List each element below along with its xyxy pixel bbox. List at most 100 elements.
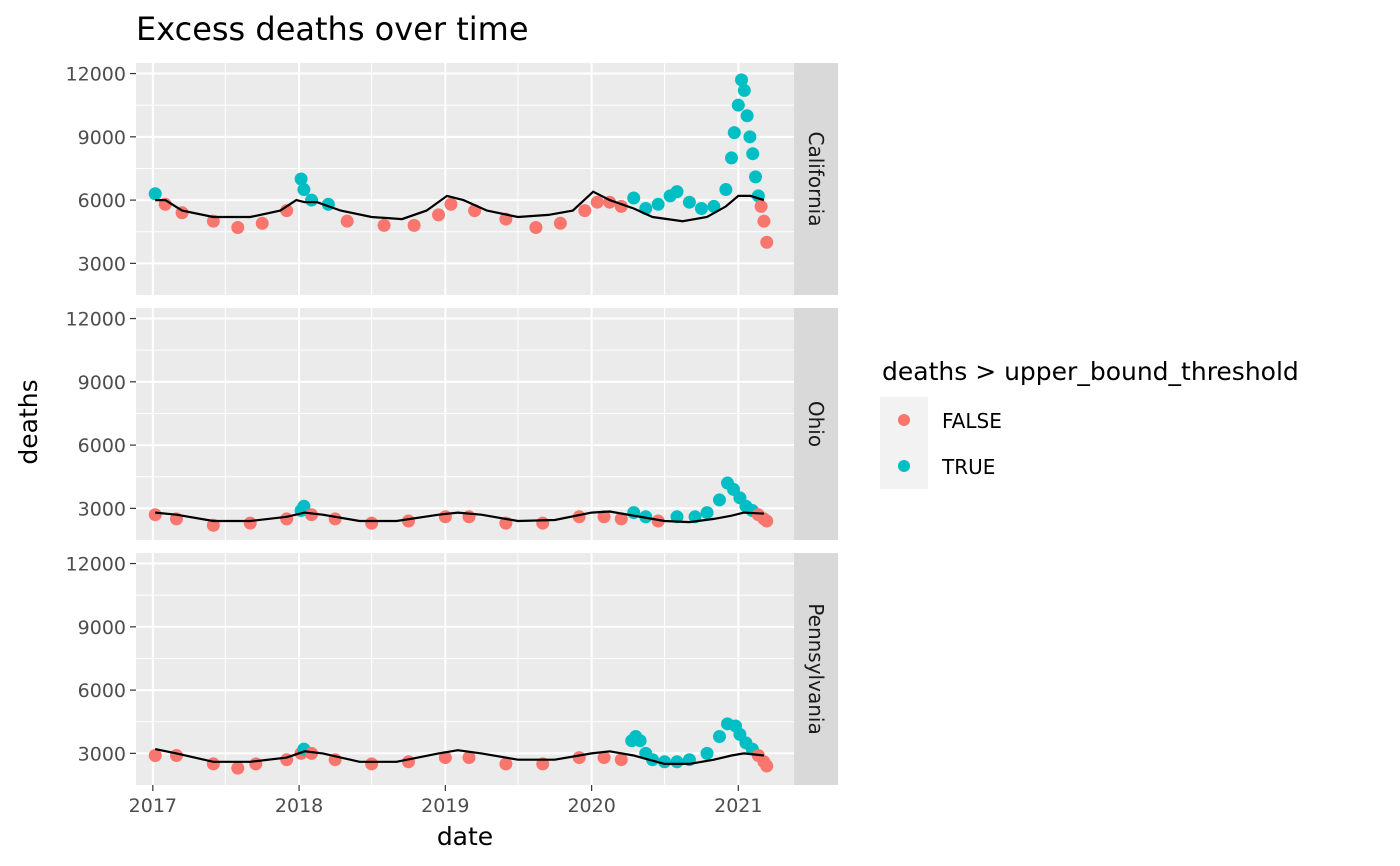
data-point (305, 193, 319, 207)
data-point (148, 187, 162, 201)
data-point (148, 748, 162, 762)
panel-pennsylvania: 3000 6000 9000 12000 Pennsylvania (66, 553, 838, 785)
y-tick-label: 6000 (78, 435, 126, 457)
facet-label-california: California (804, 132, 828, 227)
legend: deaths > upper_bound_threshold FALSE TRU… (880, 357, 1299, 489)
data-points (148, 476, 774, 532)
data-point (737, 83, 751, 97)
panel-background (136, 63, 794, 295)
facet-strip (794, 553, 838, 785)
legend-key-false (898, 414, 910, 426)
data-point (297, 499, 311, 513)
data-point (746, 147, 760, 161)
data-point (432, 208, 446, 222)
data-point (305, 508, 319, 522)
data-point (614, 512, 628, 526)
data-point (694, 202, 708, 216)
y-tick-label: 12000 (66, 64, 126, 86)
data-point (682, 195, 696, 209)
data-point (760, 514, 774, 528)
threshold-line (155, 510, 764, 524)
data-point (206, 757, 220, 771)
data-point (231, 761, 245, 775)
data-point (148, 508, 162, 522)
data-point (670, 510, 684, 524)
data-point (700, 746, 714, 760)
data-point (651, 197, 665, 211)
data-point (499, 757, 513, 771)
panel-ohio: 3000 6000 9000 12000 Ohio (66, 308, 838, 540)
data-point (760, 759, 774, 773)
y-tick-label: 9000 (78, 372, 126, 394)
data-point (536, 516, 550, 530)
data-point (294, 172, 308, 186)
y-tick-label: 6000 (78, 190, 126, 212)
data-point (340, 214, 354, 228)
data-point (651, 514, 665, 528)
legend-key-true (898, 460, 910, 472)
legend-title: deaths > upper_bound_threshold (882, 357, 1299, 386)
data-point (658, 755, 672, 769)
data-point (578, 204, 592, 218)
data-point (280, 512, 294, 526)
chart-title: Excess deaths over time (136, 10, 529, 48)
legend-label-false: FALSE (942, 409, 1002, 433)
x-tick-label: 2019 (421, 795, 469, 817)
data-point (754, 199, 768, 213)
data-point (462, 751, 476, 765)
x-tick-label: 2017 (129, 795, 177, 817)
data-point (243, 516, 257, 530)
y-tick-label: 3000 (78, 743, 126, 765)
data-point (712, 493, 726, 507)
data-point (727, 126, 741, 140)
data-point (719, 183, 733, 197)
data-point (444, 197, 458, 211)
data-point (438, 751, 452, 765)
data-point (597, 751, 611, 765)
data-point (249, 757, 263, 771)
y-axis-title: deaths (14, 379, 43, 464)
data-point (749, 170, 763, 184)
x-tick-label: 2018 (275, 795, 323, 817)
data-point (255, 216, 269, 230)
x-tick-label: 2021 (714, 795, 762, 817)
y-tick-label: 9000 (78, 127, 126, 149)
threshold-line (154, 748, 765, 765)
data-point (365, 516, 379, 530)
data-point (614, 753, 628, 767)
data-point (670, 185, 684, 199)
data-point (735, 73, 749, 87)
legend-label-true: TRUE (941, 455, 995, 479)
data-point (597, 510, 611, 524)
legend-key-background (880, 397, 928, 489)
data-point (365, 757, 379, 771)
data-point (743, 130, 757, 144)
facet-strip (794, 308, 838, 540)
facet-label-ohio: Ohio (804, 401, 828, 447)
data-point (633, 734, 647, 748)
data-point (590, 195, 604, 209)
data-point (670, 755, 684, 769)
data-point (757, 214, 771, 228)
threshold-line (155, 190, 765, 223)
x-tick-label: 2020 (567, 795, 615, 817)
y-tick-label: 3000 (78, 498, 126, 520)
y-tick-label: 12000 (66, 309, 126, 331)
facet-label-pennsylvania: Pennsylvania (804, 603, 828, 734)
panel-california: 3000 6000 9000 12000 California (66, 63, 838, 295)
data-point (700, 506, 714, 520)
panel-background (136, 308, 794, 540)
data-point (377, 218, 391, 232)
y-tick-label: 12000 (66, 554, 126, 576)
data-point (438, 510, 452, 524)
data-point (231, 221, 245, 235)
y-tick-label: 6000 (78, 680, 126, 702)
data-point (401, 514, 415, 528)
data-point (712, 729, 726, 743)
data-point (297, 183, 311, 197)
data-point (707, 199, 721, 213)
panels: 3000 6000 9000 12000 California 3000 6000 9000 1… (66, 63, 838, 785)
x-axis-title: date (437, 822, 493, 851)
data-point (572, 751, 586, 765)
data-point (731, 98, 745, 112)
